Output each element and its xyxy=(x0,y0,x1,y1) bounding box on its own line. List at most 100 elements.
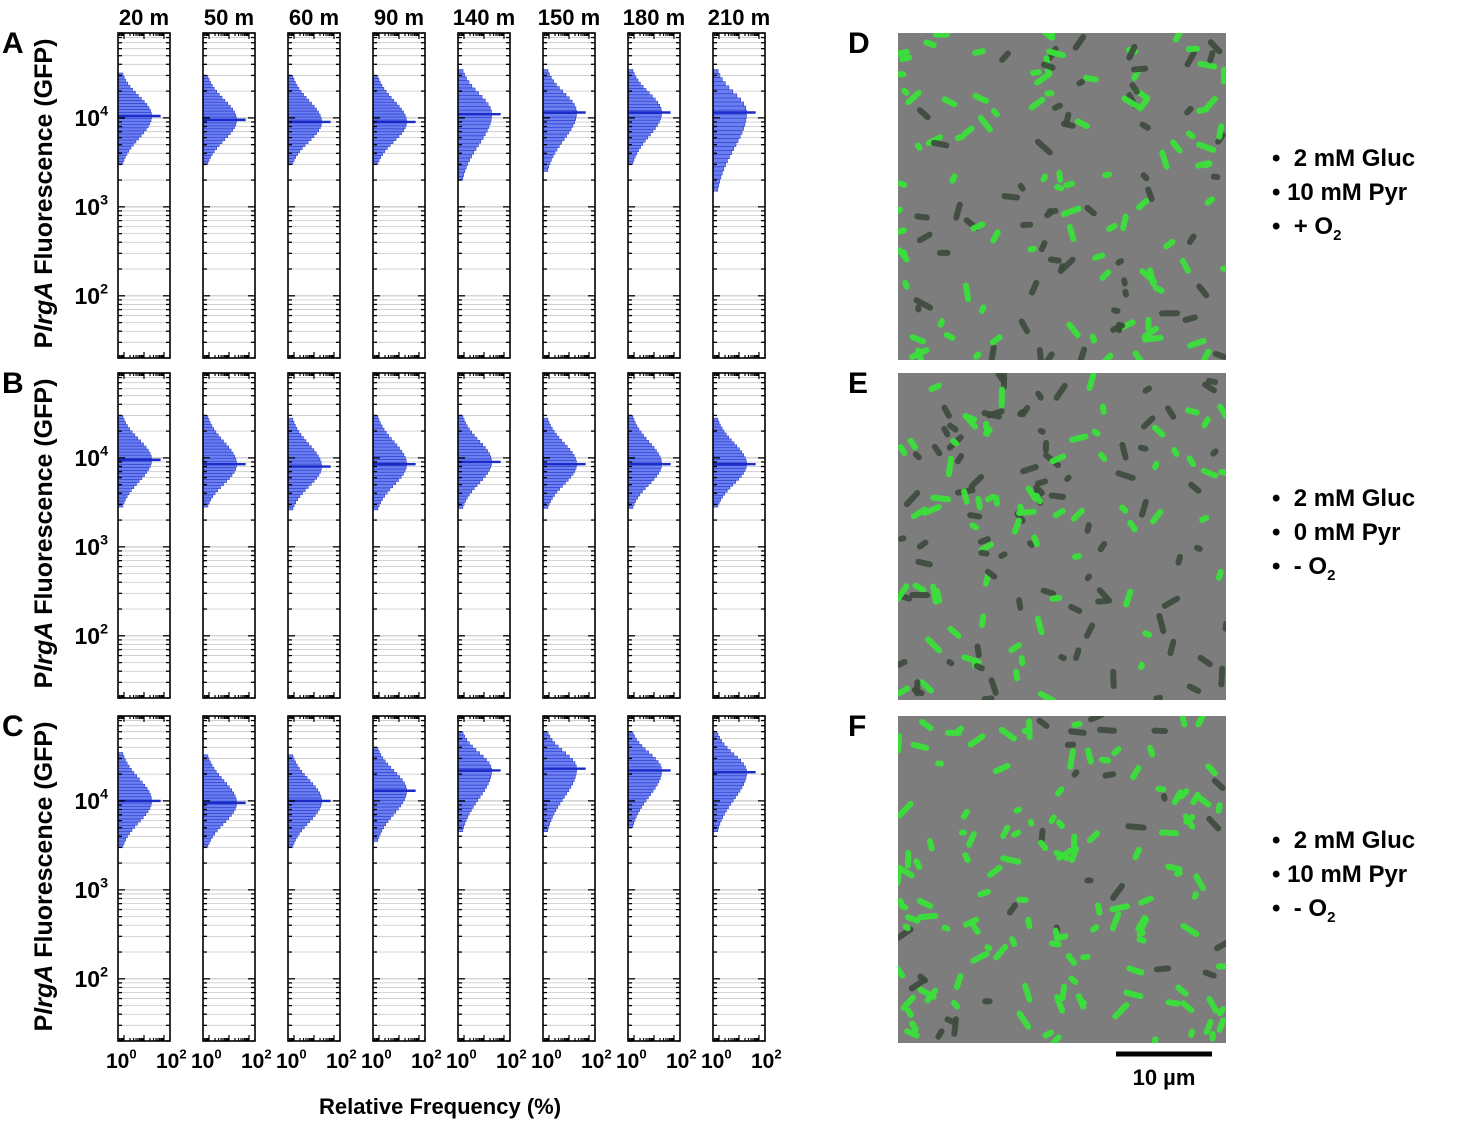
histogram-bar xyxy=(117,436,138,441)
histogram-bar xyxy=(117,97,142,101)
histogram-bar xyxy=(712,752,735,757)
gfp-cell xyxy=(1195,716,1206,728)
histogram-bar xyxy=(457,440,481,444)
histogram-bar xyxy=(372,104,400,109)
histogram-bar xyxy=(542,475,572,479)
histogram-bar xyxy=(627,440,650,444)
histogram-bar xyxy=(457,758,487,762)
histogram-bar xyxy=(627,85,644,89)
gfp-cell xyxy=(978,613,987,628)
gfp-cell xyxy=(1136,197,1150,211)
histogram-bar xyxy=(627,741,640,745)
gfp-cell xyxy=(923,39,937,49)
histogram-bar xyxy=(372,765,392,770)
histogram-bar xyxy=(202,470,235,474)
timepoint-label: 60 m xyxy=(289,5,339,30)
histogram-bar xyxy=(287,420,295,425)
histogram-bar xyxy=(117,473,145,477)
histogram-bar xyxy=(457,124,490,129)
dark-cell xyxy=(1161,595,1181,609)
histogram-bar xyxy=(117,812,147,817)
gfp-cell xyxy=(1187,337,1207,349)
gfp-cell xyxy=(962,413,978,423)
histogram-bar xyxy=(117,790,150,794)
gfp-cell xyxy=(898,800,914,819)
dark-cell xyxy=(1019,405,1031,418)
histogram-bar xyxy=(372,452,405,457)
histogram-bar xyxy=(372,146,388,150)
x-tick-label: 100 xyxy=(616,1047,647,1073)
gfp-cell xyxy=(1069,845,1080,863)
histogram-bar xyxy=(202,782,227,786)
histogram-bar xyxy=(202,813,232,817)
histogram-bar xyxy=(117,485,135,489)
dark-cell xyxy=(1115,258,1125,266)
timepoint-label: 150 m xyxy=(538,5,600,30)
histogram-bar xyxy=(542,821,551,826)
tick-base: 10 xyxy=(361,1050,384,1073)
dark-cell xyxy=(1194,544,1203,552)
gfp-cell xyxy=(1204,196,1216,206)
histogram-bar xyxy=(202,421,211,425)
histogram-bar xyxy=(542,447,571,452)
dark-cell xyxy=(982,998,993,1005)
dark-cell xyxy=(1018,318,1031,335)
histogram-bar xyxy=(627,805,642,809)
histogram-bar xyxy=(712,815,724,819)
histogram-bar xyxy=(627,113,662,118)
gfp-cell xyxy=(1070,507,1085,522)
histogram-bar xyxy=(287,803,322,808)
histogram-bar xyxy=(287,140,309,144)
histogram-bar xyxy=(372,440,395,445)
histogram-bar xyxy=(542,444,568,449)
micrograph-background xyxy=(898,33,1226,360)
histogram-bar xyxy=(117,433,136,438)
dark-cell xyxy=(1020,221,1034,229)
gfp-cell xyxy=(1089,333,1098,344)
dark-cell xyxy=(1111,307,1121,315)
histogram-bar xyxy=(627,474,657,478)
histogram-bar xyxy=(712,497,721,502)
histogram-bar xyxy=(457,471,488,475)
gfp-cell xyxy=(1092,252,1106,261)
histogram-bar xyxy=(627,757,656,761)
tick-exponent: 0 xyxy=(554,1047,561,1062)
y-axis-title-suffix: Fluorescence (GFP) xyxy=(30,722,58,965)
histogram-bar xyxy=(712,81,726,86)
dark-cell xyxy=(1196,283,1210,299)
histogram-bar xyxy=(202,439,224,444)
histogram-bar xyxy=(712,468,746,472)
histogram-bar xyxy=(627,821,635,825)
histogram-bar xyxy=(372,110,404,115)
gfp-cell xyxy=(1040,173,1049,183)
histogram-bar xyxy=(457,741,470,746)
gfp-cell xyxy=(1030,69,1042,77)
histogram-bar xyxy=(712,105,747,111)
timepoint-label: 90 m xyxy=(374,5,424,30)
dark-cell xyxy=(931,443,943,457)
gfp-cell xyxy=(1099,269,1112,281)
y-axis-title: PlrgA Fluorescence (GFP) xyxy=(30,722,58,1032)
gfp-cell xyxy=(962,125,975,137)
y-axis-title-prefix: P xyxy=(30,332,58,349)
histogram-bar xyxy=(542,791,567,796)
dark-cell xyxy=(1207,39,1223,55)
histogram-bar xyxy=(542,423,551,428)
gfp-cell xyxy=(1111,746,1122,757)
histogram-bar xyxy=(457,774,492,779)
dark-cell xyxy=(984,568,998,580)
histogram-bar xyxy=(627,776,661,780)
histogram-bar xyxy=(372,493,385,498)
dark-cell xyxy=(1218,665,1226,688)
gfp-cell xyxy=(1052,508,1066,519)
histogram-bar xyxy=(627,814,637,819)
histogram-bar xyxy=(202,107,233,112)
gfp-cell xyxy=(1037,690,1058,700)
dark-cell xyxy=(915,558,933,568)
histogram-bar xyxy=(287,445,312,449)
dark-cell xyxy=(1035,390,1044,401)
histogram-bar xyxy=(542,499,551,503)
histogram-bar xyxy=(117,837,126,842)
histogram-bar xyxy=(372,794,407,798)
gfp-cell xyxy=(1123,588,1134,608)
